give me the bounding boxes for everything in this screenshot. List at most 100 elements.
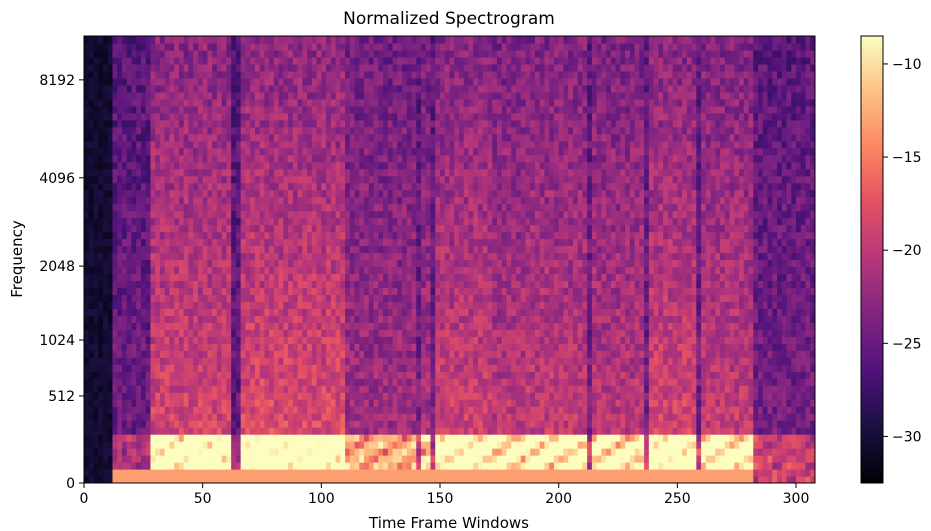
- heatmap-cell: [340, 210, 346, 219]
- heatmap-cell: [326, 280, 332, 289]
- heatmap-cell: [207, 70, 213, 79]
- heatmap-cell: [421, 175, 427, 184]
- heatmap-cell: [326, 434, 332, 442]
- heatmap-cell: [121, 378, 128, 386]
- heatmap-cell: [212, 238, 218, 247]
- heatmap-cell: [107, 322, 114, 330]
- heatmap-cell: [378, 189, 384, 198]
- heatmap-cell: [221, 322, 228, 330]
- heatmap-cell: [402, 189, 408, 198]
- heatmap-cell: [397, 329, 403, 337]
- heatmap-cell: [435, 98, 441, 107]
- heatmap-cell: [373, 350, 379, 358]
- heatmap-cell: [383, 266, 389, 275]
- heatmap-cell: [354, 98, 360, 107]
- heatmap-cell: [330, 385, 337, 393]
- heatmap-cell: [354, 308, 360, 316]
- heatmap-cell: [326, 63, 332, 72]
- heatmap-cell: [321, 294, 327, 302]
- heatmap-cell: [273, 469, 280, 477]
- heatmap-cell: [421, 329, 427, 337]
- heatmap-cell: [302, 119, 308, 128]
- heatmap-cell: [126, 266, 133, 275]
- heatmap-cell: [169, 196, 175, 205]
- heatmap-cell: [88, 364, 95, 372]
- heatmap-cell: [117, 105, 123, 114]
- heatmap-cell: [402, 238, 408, 247]
- heatmap-cell: [264, 476, 270, 483]
- heatmap-cell: [174, 140, 180, 149]
- heatmap-cell: [240, 98, 246, 107]
- heatmap-cell: [202, 441, 209, 449]
- heatmap-cell: [150, 378, 156, 386]
- heatmap-cell: [288, 399, 294, 407]
- heatmap-cell: [292, 189, 299, 198]
- heatmap-cell: [159, 399, 166, 407]
- heatmap-cell: [117, 294, 123, 302]
- heatmap-cell: [435, 441, 441, 449]
- heatmap-cell: [354, 175, 360, 184]
- heatmap-cell: [117, 266, 123, 275]
- heatmap-cell: [250, 175, 256, 184]
- heatmap-cell: [307, 84, 313, 93]
- heatmap-cell: [406, 322, 413, 330]
- heatmap-cell: [136, 84, 142, 93]
- heatmap-cell: [169, 294, 175, 302]
- heatmap-cell: [392, 210, 398, 219]
- heatmap-cell: [359, 287, 365, 296]
- heatmap-cell: [278, 154, 284, 163]
- heatmap-cell: [345, 371, 351, 379]
- heatmap-cell: [283, 154, 289, 163]
- heatmap-cell: [288, 203, 294, 212]
- heatmap-cell: [254, 399, 261, 407]
- heatmap-cell: [193, 364, 199, 372]
- heatmap-cell: [207, 364, 213, 372]
- heatmap-cell: [273, 273, 280, 282]
- heatmap-cell: [250, 364, 256, 372]
- heatmap-cell: [164, 441, 171, 449]
- heatmap-cell: [449, 350, 455, 358]
- heatmap-cell: [226, 42, 232, 51]
- heatmap-cell: [207, 224, 213, 233]
- heatmap-cell: [288, 364, 294, 372]
- heatmap-cell: [254, 105, 261, 114]
- heatmap-cell: [102, 399, 109, 407]
- heatmap-cell: [140, 280, 147, 289]
- heatmap-cell: [421, 49, 427, 58]
- heatmap-cell: [364, 147, 370, 156]
- heatmap-cell: [88, 238, 95, 247]
- heatmap-cell: [449, 119, 455, 128]
- heatmap-cell: [387, 133, 394, 142]
- heatmap-cell: [202, 392, 209, 400]
- heatmap-cell: [264, 301, 270, 309]
- heatmap-cell: [140, 210, 147, 219]
- heatmap-cell: [193, 175, 199, 184]
- heatmap-cell: [202, 266, 209, 275]
- heatmap-cell: [159, 238, 166, 247]
- heatmap-cell: [145, 427, 152, 435]
- heatmap-cell: [354, 70, 360, 79]
- heatmap-cell: [416, 161, 422, 170]
- heatmap-cell: [378, 476, 384, 483]
- heatmap-cell: [330, 105, 337, 114]
- heatmap-cell: [183, 476, 190, 483]
- heatmap-cell: [235, 147, 242, 156]
- heatmap-cell: [330, 161, 337, 170]
- heatmap-cell: [444, 238, 451, 247]
- heatmap-cell: [136, 140, 142, 149]
- heatmap-cell: [316, 434, 322, 442]
- heatmap-cell: [207, 357, 213, 365]
- heatmap-cell: [174, 399, 180, 407]
- heatmap-cell: [202, 357, 209, 365]
- heatmap-cell: [197, 112, 204, 121]
- heatmap-cell: [354, 427, 360, 435]
- heatmap-cell: [117, 273, 123, 282]
- heatmap-cell: [411, 252, 417, 261]
- heatmap-cell: [226, 210, 232, 219]
- heatmap-cell: [126, 413, 133, 421]
- heatmap-cell: [302, 77, 308, 86]
- heatmap-cell: [349, 70, 356, 79]
- heatmap-cell: [112, 364, 118, 372]
- heatmap-cell: [112, 224, 118, 233]
- heatmap-cell: [449, 224, 455, 233]
